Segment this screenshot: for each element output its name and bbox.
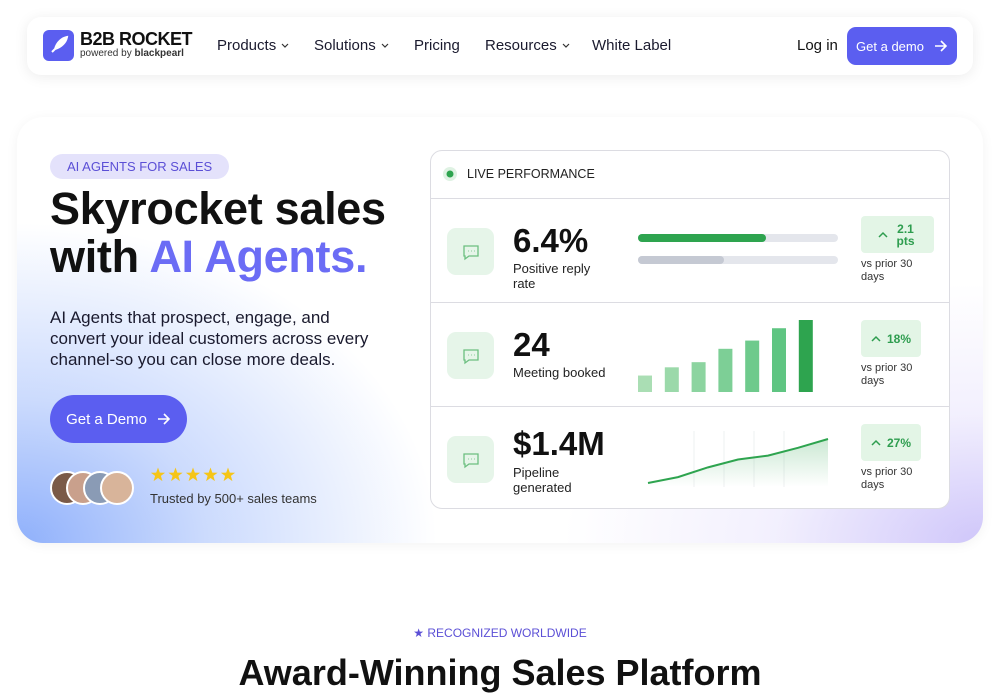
trust-text: Trusted by 500+ sales teams: [150, 491, 317, 506]
nav-link-label: Products: [217, 37, 277, 54]
tagline-prefix: powered by: [80, 48, 132, 59]
hero-cta[interactable]: Get a Demo: [50, 395, 187, 443]
bar: [745, 340, 760, 392]
chevron: [562, 43, 570, 48]
chevron-icon: [281, 43, 289, 48]
bar: [664, 367, 679, 392]
up-icon: [871, 335, 881, 342]
metric-row: 6.4% Positive reply rate 2.1 pts vs prior 3…: [431, 198, 949, 302]
nav-link[interactable]: Pricing: [414, 37, 460, 54]
chat-icon: [462, 452, 479, 468]
hero-title: Skyrocket sales with AI Agents.: [50, 185, 386, 281]
metric-icon: [447, 228, 494, 275]
metric-label: Meeting booked: [513, 365, 606, 380]
chevron: [281, 43, 289, 48]
metric-icon: [447, 436, 494, 483]
logo-tagline: powered by blackpearl: [80, 48, 184, 59]
progress-bar: [638, 234, 766, 242]
chevron-icon: [562, 43, 570, 48]
metric-label: Pipeline generated: [513, 465, 572, 495]
metric-icon: [447, 332, 494, 379]
hero-description: AI Agents that prospect, engage, and con…: [50, 308, 369, 369]
body: B2B ROCKET powered by blackpearl Log in …: [17, 17, 983, 693]
logo-name[interactable]: B2B ROCKET: [80, 29, 193, 49]
star: [220, 467, 236, 482]
star: [150, 467, 166, 482]
bar: [798, 320, 813, 392]
logo-icon: [43, 30, 74, 61]
section-title: Award-Winning Sales Platform: [238, 652, 762, 693]
demo-button-label: Get a demo: [856, 38, 924, 54]
title-word: with: [50, 231, 139, 282]
chevron: [381, 43, 389, 48]
login-link[interactable]: Log in: [797, 37, 838, 54]
nav-link[interactable]: Products: [217, 37, 289, 54]
tagline-brand: blackpearl: [134, 48, 184, 59]
hero: AI AGENTS FOR SALES Skyrocket sales with…: [17, 117, 983, 543]
section-eyebrow: ★ RECOGNIZED WORLDWIDE: [413, 626, 587, 640]
avatar-group: [50, 471, 134, 505]
performance-panel: LIVE PERFORMANCE 6.4% Positive reply rate…: [430, 150, 950, 509]
chat-icon: [462, 244, 479, 260]
chat: [462, 452, 479, 468]
nav-link-label: Solutions: [314, 37, 376, 54]
nav-link[interactable]: Solutions: [314, 37, 389, 54]
nav-link-label: White Label: [592, 37, 672, 54]
hero-badge: AI AGENTS FOR SALES: [50, 154, 230, 179]
nav-link-label: Resources: [485, 37, 557, 54]
change-note: vs prior 30 days: [861, 466, 913, 491]
bar-chart: [638, 320, 813, 392]
title-highlight: AI Agents.: [149, 231, 368, 282]
chevron-up: [871, 439, 881, 446]
hero-cta-label: Get a Demo: [66, 410, 147, 428]
progress-chart: [638, 234, 838, 264]
line-chart: [647, 431, 829, 487]
change-badge: 18%: [861, 320, 922, 357]
live-dot: [443, 167, 457, 181]
metric-value: 6.4%: [513, 222, 589, 259]
up-icon: [871, 439, 881, 446]
nav-link-label: Pricing: [414, 37, 460, 54]
change-value: 2.1 pts: [896, 221, 915, 248]
navbar: B2B ROCKET powered by blackpearl Log in …: [27, 17, 973, 75]
star: [185, 467, 201, 482]
panel-header: LIVE PERFORMANCE: [467, 167, 595, 181]
bar: [718, 348, 733, 392]
star: [168, 467, 183, 482]
chevron-icon: [381, 43, 389, 48]
chat: [462, 348, 479, 364]
metric-value: $1.4M: [513, 425, 605, 462]
change-value: 18%: [887, 331, 912, 346]
progress-bar: [638, 256, 724, 264]
area: [648, 439, 828, 487]
change-note: vs prior 30 days: [861, 362, 913, 387]
chat: [462, 244, 479, 260]
up-icon: [877, 231, 888, 238]
bar: [638, 375, 652, 392]
chevron-up: [877, 231, 888, 238]
page: B2B Rocket {"nav": {"logo": {"name": "B2…: [17, 17, 983, 693]
metric-row: 24 Meeting booked 18% vs prior 30 days: [431, 302, 949, 406]
arrow-icon: [934, 40, 948, 52]
bar: [772, 328, 786, 392]
arrow-icon: [157, 413, 171, 425]
change-value: 27%: [887, 435, 912, 450]
metric-label: Positive reply rate: [513, 261, 591, 291]
rating: [150, 467, 236, 482]
nav-link[interactable]: Resources: [485, 37, 570, 54]
change-note: vs prior 30 days: [861, 258, 913, 283]
change-badge: 2.1 pts: [861, 216, 934, 253]
metric-row: $1.4M Pipeline generated 27% vs prior 30 da…: [431, 406, 949, 508]
star: [203, 467, 218, 482]
bar: [691, 362, 706, 392]
change-badge: 27%: [861, 424, 922, 461]
chat-icon: [462, 348, 479, 364]
line: [647, 438, 829, 484]
chevron-up: [871, 335, 881, 342]
nav-link[interactable]: White Label: [592, 37, 671, 54]
metric-value: 24: [513, 326, 550, 363]
title-line: with AI Agents.: [50, 233, 386, 281]
title-line: Skyrocket sales: [50, 183, 386, 234]
demo-button[interactable]: Get a demo: [847, 27, 957, 65]
